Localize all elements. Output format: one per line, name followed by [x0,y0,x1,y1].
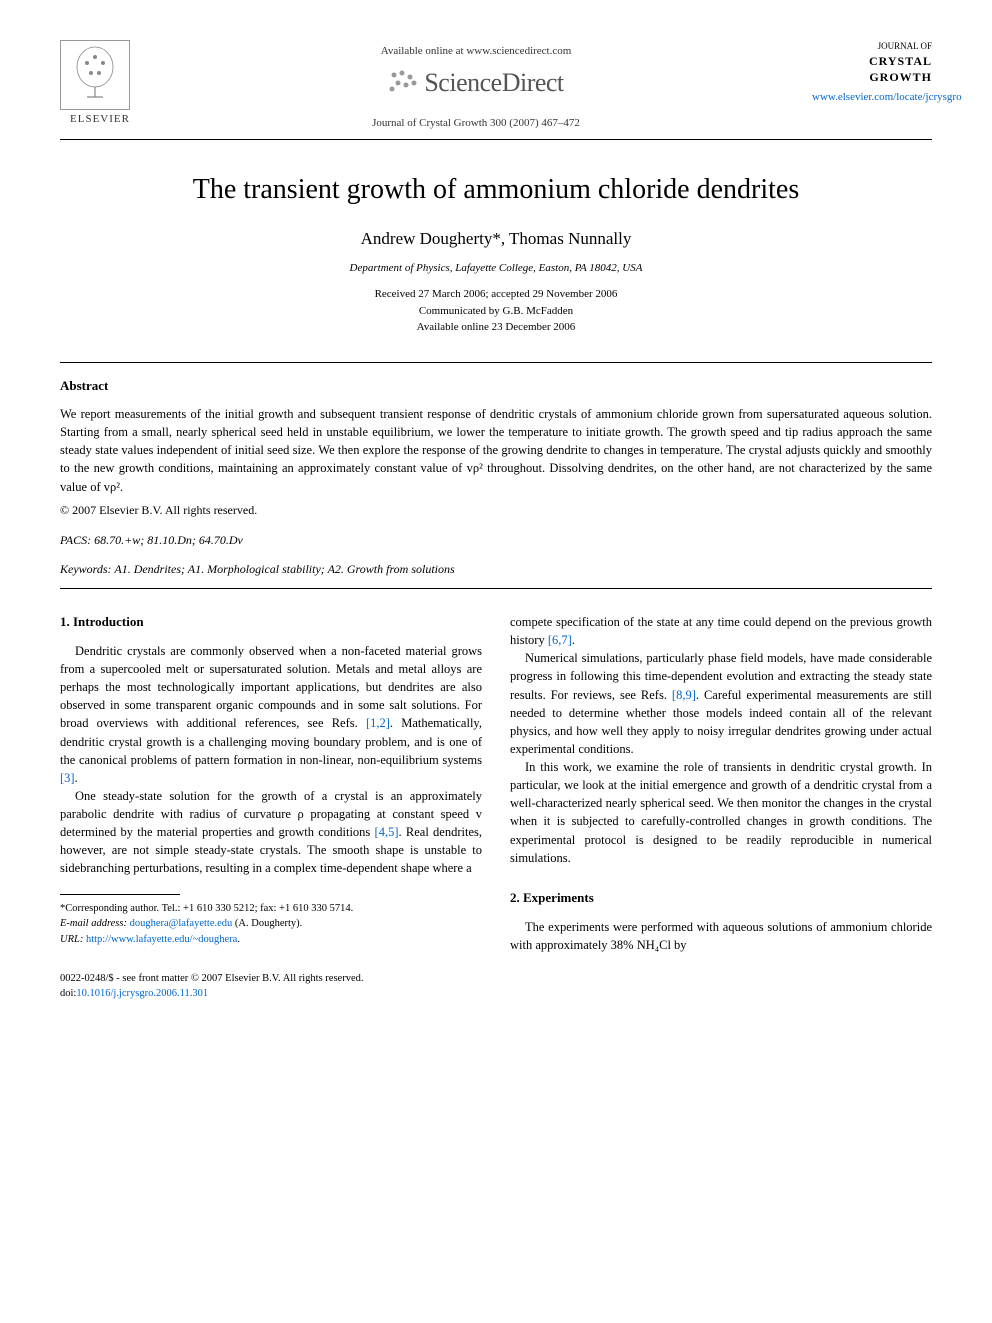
journal-reference: Journal of Crystal Growth 300 (2007) 467… [140,116,812,131]
journal-logo: JOURNAL OF CRYSTAL GROWTH www.elsevier.c… [812,40,932,106]
issn-line: 0022-0248/$ - see front matter © 2007 El… [60,972,363,987]
introduction-heading: 1. Introduction [60,613,482,632]
right-column: compete specification of the state at an… [510,613,932,954]
email-label: E-mail address: [60,918,127,929]
abstract-bottom-divider [60,588,932,589]
journal-link: www.elsevier.com/locate/jcrysgro [812,90,932,105]
footnote-block: *Corresponding author. Tel.: +1 610 330 … [60,901,482,948]
email-line: E-mail address: doughera@lafayette.edu (… [60,916,482,932]
doi-line: doi:10.1016/j.jcrysgro.2006.11.301 [60,987,363,1002]
sciencedirect-dots-icon [388,67,418,103]
email-link[interactable]: doughera@lafayette.edu [130,918,233,929]
two-column-body: 1. Introduction Dendritic crystals are c… [60,613,932,954]
keywords-line: Keywords: A1. Dendrites; A1. Morphologic… [60,561,932,578]
intro-paragraph-2: One steady-state solution for the growth… [60,787,482,878]
keywords-values: A1. Dendrites; A1. Morphological stabili… [114,562,454,576]
ref-link-1-2[interactable]: [1,2] [366,716,390,730]
journal-name-small: JOURNAL OF [812,40,932,53]
elsevier-logo: ELSEVIER [60,40,140,127]
abstract-copyright: © 2007 Elsevier B.V. All rights reserved… [60,502,932,519]
pacs-label: PACS: [60,533,91,547]
url-label: URL: [60,934,83,945]
col2-paragraph-1: compete specification of the state at an… [510,613,932,649]
doi-link[interactable]: 10.1016/j.jcrysgro.2006.11.301 [76,988,208,999]
abstract-text: We report measurements of the initial gr… [60,405,932,496]
header-row: ELSEVIER Available online at www.science… [60,40,932,131]
url-link[interactable]: http://www.lafayette.edu/~doughera [86,934,237,945]
corresponding-author: *Corresponding author. Tel.: +1 610 330 … [60,901,482,917]
keywords-label: Keywords: [60,562,112,576]
left-column: 1. Introduction Dendritic crystals are c… [60,613,482,954]
received-date: Received 27 March 2006; accepted 29 Nove… [60,286,932,303]
pacs-line: PACS: 68.70.+w; 81.10.Dn; 64.70.Dv [60,532,932,549]
elsevier-text: ELSEVIER [60,112,140,127]
affiliation: Department of Physics, Lafayette College… [60,261,932,276]
doi-label: doi: [60,988,76,999]
email-author: (A. Dougherty). [235,918,302,929]
abstract-top-divider [60,362,932,363]
ref-link-6-7[interactable]: [6,7] [548,633,572,647]
paper-title: The transient growth of ammonium chlorid… [60,170,932,209]
intro-paragraph-1: Dendritic crystals are commonly observed… [60,642,482,787]
ref-link-8-9[interactable]: [8,9] [672,688,696,702]
footnote-separator [60,894,180,895]
elsevier-tree-icon [60,40,130,110]
pacs-values: 68.70.+w; 81.10.Dn; 64.70.Dv [94,533,243,547]
authors: Andrew Dougherty*, Thomas Nunnally [60,227,932,251]
journal-url-link[interactable]: www.elsevier.com/locate/jcrysgro [812,91,962,103]
abstract-label: Abstract [60,377,932,395]
ref-link-3[interactable]: [3] [60,771,75,785]
center-header: Available online at www.sciencedirect.co… [140,40,812,131]
communicated-by: Communicated by G.B. McFadden [60,303,932,320]
journal-name-large: CRYSTAL GROWTH [812,53,932,87]
footer-left: 0022-0248/$ - see front matter © 2007 El… [60,972,363,1001]
footer-row: 0022-0248/$ - see front matter © 2007 El… [60,972,932,1001]
available-online-text: Available online at www.sciencedirect.co… [140,44,812,59]
col2-paragraph-2: Numerical simulations, particularly phas… [510,649,932,758]
experiments-heading: 2. Experiments [510,889,932,908]
ref-link-4-5[interactable]: [4,5] [375,825,399,839]
sciencedirect-logo: ScienceDirect [140,65,812,103]
url-line: URL: http://www.lafayette.edu/~doughera. [60,932,482,948]
online-date: Available online 23 December 2006 [60,319,932,336]
col2-paragraph-3: In this work, we examine the role of tra… [510,758,932,867]
dates-block: Received 27 March 2006; accepted 29 Nove… [60,286,932,336]
experiments-paragraph-1: The experiments were performed with aque… [510,918,932,954]
top-divider [60,139,932,140]
sciencedirect-text: ScienceDirect [424,68,563,97]
